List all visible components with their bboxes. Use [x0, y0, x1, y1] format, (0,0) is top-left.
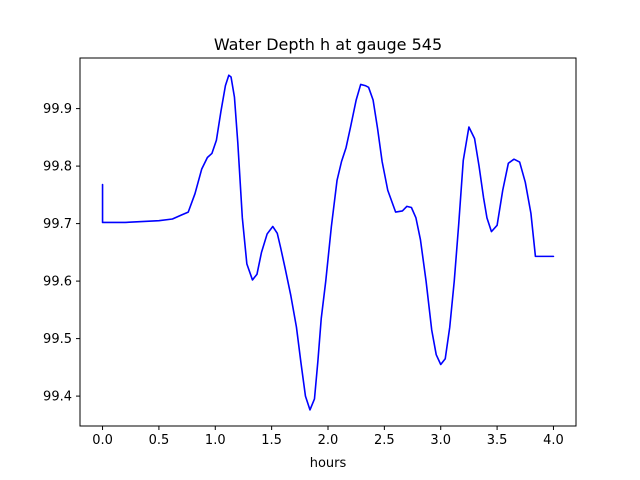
chart-title: Water Depth h at gauge 545 [214, 35, 442, 54]
x-axis-label: hours [310, 456, 347, 471]
x-tick-label: 0.0 [92, 433, 113, 448]
x-tick-label: 2.5 [374, 433, 395, 448]
y-tick-label: 99.9 [43, 102, 72, 117]
plot-frame [79, 57, 577, 427]
x-tick-label: 3.5 [487, 433, 508, 448]
y-tick-label: 99.4 [43, 390, 72, 405]
x-tick-label: 0.5 [149, 433, 170, 448]
y-tick-label: 99.8 [43, 160, 72, 175]
x-tick-label: 4.0 [543, 433, 564, 448]
x-tick-label: 1.5 [261, 433, 282, 448]
series-line-0 [101, 74, 555, 411]
y-tick-label: 99.7 [43, 217, 72, 232]
plot-area: 0.0 0.5 1.0 1.5 2.0 2.5 3.0 3.5 4.0 99.4 99.5 99.6 9… [43, 57, 577, 448]
y-tick-label: 99.6 [43, 275, 72, 290]
x-tick-label: 1.0 [205, 433, 226, 448]
x-tick-label: 2.0 [318, 433, 339, 448]
x-tick-label: 3.0 [430, 433, 451, 448]
y-tick-label: 99.5 [43, 332, 72, 347]
